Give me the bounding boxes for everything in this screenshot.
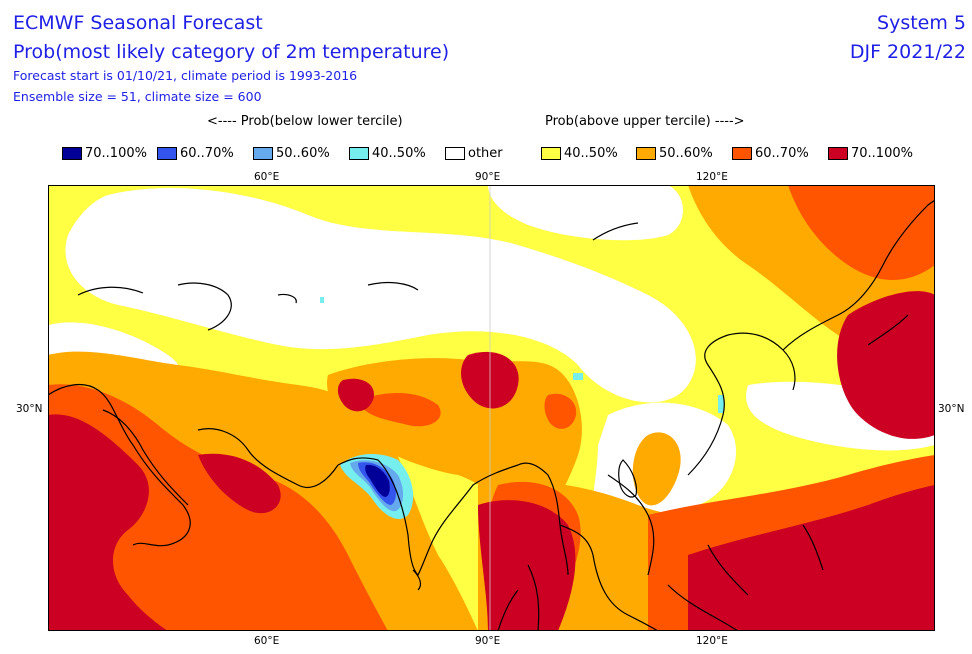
- ensemble-size-text: Ensemble size = 51, climate size = 600: [13, 89, 262, 104]
- legend-swatch: [157, 147, 177, 160]
- legend-item: 50..60%: [636, 146, 713, 161]
- prob-field-red: [48, 291, 935, 631]
- lon-tick-label: 90°E: [475, 171, 501, 183]
- lon-tick-label: 60°E: [254, 171, 280, 183]
- season-label: DJF 2021/22: [849, 41, 966, 63]
- chart-subtitle: Prob(most likely category of 2m temperat…: [13, 41, 450, 63]
- legend-swatch: [732, 147, 752, 160]
- legend-below-heading: <---- Prob(below lower tercile): [207, 114, 403, 129]
- legend-label: 40..50%: [372, 146, 426, 161]
- legend-item: 50..60%: [253, 146, 330, 161]
- legend-swatch: [636, 147, 656, 160]
- legend-label: 60..70%: [755, 146, 809, 161]
- legend-swatch: [541, 147, 561, 160]
- legend-label: 60..70%: [180, 146, 234, 161]
- legend-swatch: [253, 147, 273, 160]
- chart-title: ECMWF Seasonal Forecast: [13, 12, 263, 34]
- legend-label: 50..60%: [659, 146, 713, 161]
- legend-label: 40..50%: [564, 146, 618, 161]
- legend-item: 40..50%: [541, 146, 618, 161]
- system-label: System 5: [877, 12, 966, 34]
- prob-field-blue: [340, 453, 414, 520]
- prob-field-cyan-spots: [320, 297, 724, 413]
- legend-item: 40..50%: [349, 146, 426, 161]
- legend-swatch: [349, 147, 369, 160]
- legend-label: 50..60%: [276, 146, 330, 161]
- legend-swatch: [62, 147, 82, 160]
- forecast-map: [48, 185, 935, 631]
- lon-tick-label: 120°E: [696, 171, 728, 183]
- lat-tick-label: 30°N: [16, 403, 43, 415]
- legend-item: 70..100%: [62, 146, 147, 161]
- legend-item: 60..70%: [732, 146, 809, 161]
- lat-tick-label: 30°N: [938, 403, 965, 415]
- forecast-start-text: Forecast start is 01/10/21, climate peri…: [13, 68, 358, 83]
- legend-label: other: [468, 146, 503, 161]
- legend-label: 70..100%: [85, 146, 147, 161]
- legend-item: 60..70%: [157, 146, 234, 161]
- map-frame: [48, 185, 935, 631]
- legend-swatch: [828, 147, 848, 160]
- lon-tick-label: 90°E: [475, 635, 501, 647]
- legend-item: other: [445, 146, 503, 161]
- legend-label: 70..100%: [851, 146, 913, 161]
- legend-item: 70..100%: [828, 146, 913, 161]
- legend-above-heading: Prob(above upper tercile) ---->: [545, 114, 745, 129]
- lon-tick-label: 120°E: [696, 635, 728, 647]
- legend-swatch: [445, 147, 465, 160]
- legend: 70..100% 60..70% 50..60% 40..50% other 4…: [0, 146, 972, 164]
- lon-tick-label: 60°E: [254, 635, 280, 647]
- coastlines: [48, 199, 935, 631]
